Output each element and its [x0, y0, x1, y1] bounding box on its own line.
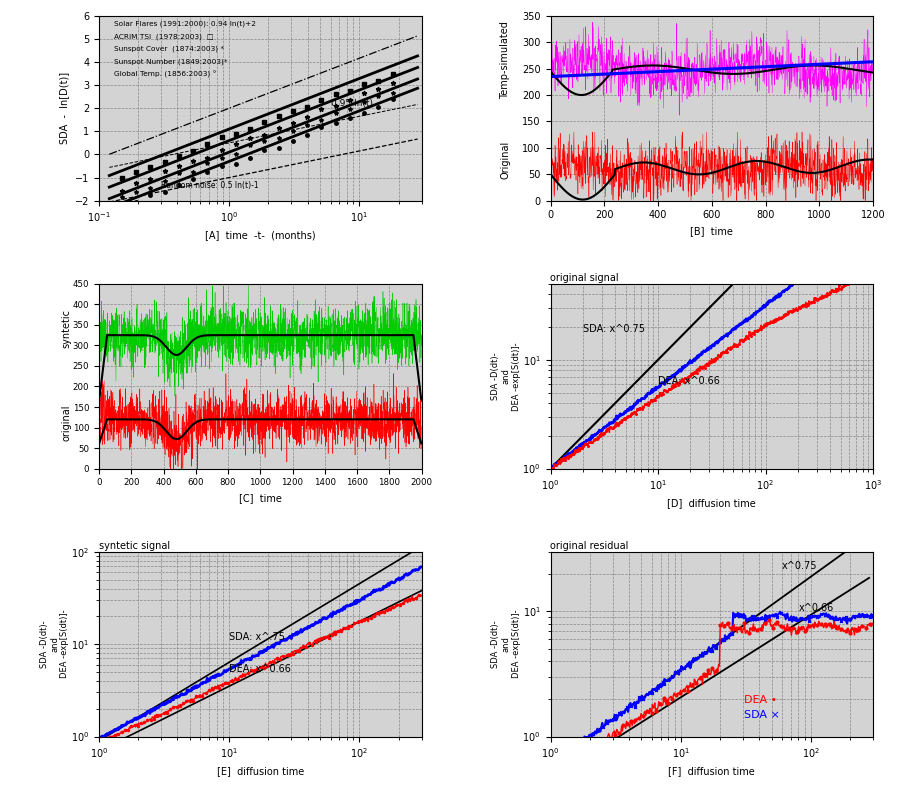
Text: syntetic: syntetic	[62, 309, 72, 348]
Text: Global Temp. (1856:2003) °: Global Temp. (1856:2003) °	[113, 71, 216, 78]
Text: Solar Flares (1991:2000): 0.94 ln(t)+2: Solar Flares (1991:2000): 0.94 ln(t)+2	[113, 21, 256, 27]
X-axis label: [E]  diffusion time: [E] diffusion time	[217, 766, 304, 775]
Text: SDA: x^.75: SDA: x^.75	[230, 632, 285, 642]
Text: x^0.75: x^0.75	[782, 561, 817, 570]
Text: DEA: x^0.66: DEA: x^0.66	[230, 664, 291, 674]
Text: Random noise: 0.5 ln(t)-1: Random noise: 0.5 ln(t)-1	[161, 181, 258, 190]
Text: ACRIM TSI  (1978:2003)  □: ACRIM TSI (1978:2003) □	[113, 33, 213, 40]
Text: Temp-simulated: Temp-simulated	[500, 21, 510, 99]
Text: 0.95 ln(t): 0.95 ln(t)	[330, 99, 373, 108]
Text: DEA •: DEA •	[744, 695, 777, 706]
Text: original residual: original residual	[551, 541, 629, 551]
X-axis label: [F]  diffusion time: [F] diffusion time	[669, 766, 755, 775]
X-axis label: [D]  diffusion time: [D] diffusion time	[668, 497, 756, 508]
Text: syntetic signal: syntetic signal	[99, 541, 170, 551]
Text: SDA: x^0.75: SDA: x^0.75	[583, 324, 645, 334]
Y-axis label: SDA  -  ln[D(t)]: SDA - ln[D(t)]	[59, 72, 69, 144]
Text: Original: Original	[500, 141, 510, 179]
X-axis label: [C]  time: [C] time	[238, 493, 282, 503]
Text: DEA: x^0.66: DEA: x^0.66	[658, 376, 720, 386]
Y-axis label: SDA -D(dt)-
and
DEA -exp[S(dt)]-: SDA -D(dt)- and DEA -exp[S(dt)]-	[491, 610, 521, 679]
Text: x^0.66: x^0.66	[798, 604, 833, 614]
X-axis label: [B]  time: [B] time	[690, 226, 734, 236]
Text: original: original	[62, 404, 72, 440]
Y-axis label: SDA -D(dt)-
and
DEA -exp[S(dt)]-: SDA -D(dt)- and DEA -exp[S(dt)]-	[491, 342, 521, 410]
Text: SDA ×: SDA ×	[744, 710, 780, 720]
Text: Sunspot Cover  (1874:2003) *: Sunspot Cover (1874:2003) *	[113, 46, 224, 52]
X-axis label: [A]  time  -t-  (months): [A] time -t- (months)	[205, 230, 316, 240]
Text: Sunspot Number (1849:2003)*: Sunspot Number (1849:2003)*	[113, 59, 228, 65]
Y-axis label: SDA -D(dt)-
and
DEA -exp[S(dt)]-: SDA -D(dt)- and DEA -exp[S(dt)]-	[40, 610, 69, 679]
Text: original signal: original signal	[551, 273, 619, 283]
